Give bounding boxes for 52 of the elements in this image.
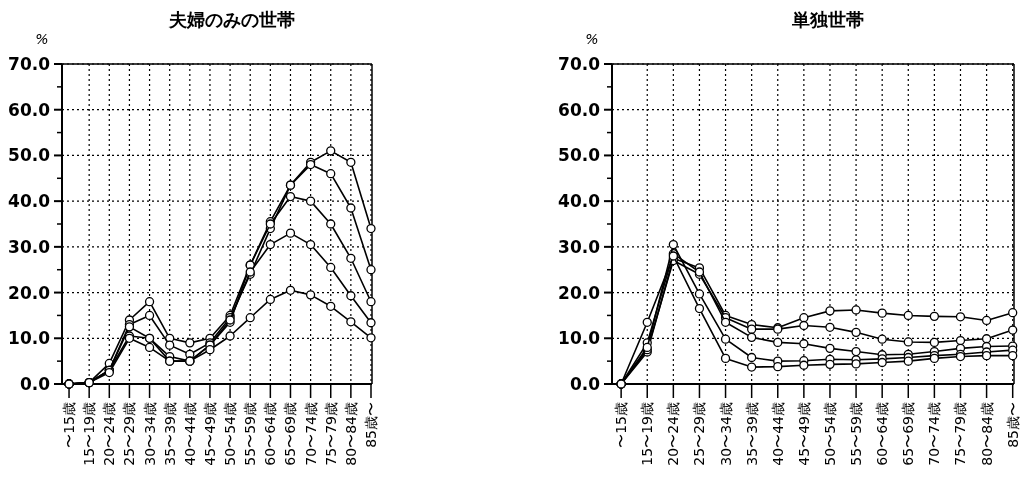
x-tick-label: 85歳〜 — [362, 402, 379, 448]
x-tick-label: 〜15歳 — [613, 402, 630, 448]
x-tick-label: 35〜39歳 — [743, 402, 760, 466]
x-tick-label: 20〜24歳 — [101, 402, 118, 466]
x-tick-label: 40〜44歳 — [769, 402, 786, 466]
x-tick-label: 55〜59歳 — [242, 402, 259, 466]
x-tick-label: 80〜84歳 — [342, 402, 359, 466]
x-tick-label: 30〜34歳 — [717, 402, 734, 466]
y-tick-label: 60.0 — [8, 99, 51, 120]
x-tick-label: 70〜74歳 — [302, 402, 319, 466]
y-axis-title: % — [585, 31, 599, 47]
x-tick-label: 50〜54歳 — [222, 402, 239, 466]
y-tick-label: 60.0 — [558, 99, 601, 120]
x-tick-label: 75〜79歳 — [952, 402, 969, 466]
chart-title: 単独世帯 — [791, 9, 864, 30]
x-tick-label: 15〜19歳 — [639, 402, 656, 466]
y-tick-label: 10.0 — [558, 328, 601, 349]
x-tick-label: 65〜69歳 — [282, 402, 299, 466]
x-tick-label: 60〜64歳 — [874, 402, 891, 466]
x-tick-label: 40〜44歳 — [181, 402, 198, 466]
y-tick-label: 70.0 — [558, 54, 601, 74]
chart-title: 夫婦のみの世帯 — [168, 9, 295, 30]
x-tick-label: 75〜79歳 — [322, 402, 339, 466]
y-tick-label: 30.0 — [558, 236, 601, 257]
y-tick-label: 20.0 — [8, 282, 51, 303]
x-tick-label: 15〜19歳 — [81, 402, 98, 466]
x-tick-label: 50〜54歳 — [821, 402, 838, 466]
y-tick-label: 70.0 — [8, 54, 51, 74]
x-tick-label: 60〜64歳 — [262, 402, 279, 466]
y-tick-label: 30.0 — [8, 236, 51, 257]
y-axis-title: % — [35, 31, 49, 47]
y-tick-label: 0.0 — [569, 374, 601, 394]
x-tick-label: 35〜39歳 — [161, 402, 178, 466]
y-tick-label: 50.0 — [8, 145, 51, 166]
x-tick-label: 55〜59歳 — [848, 402, 865, 466]
x-tick-label: 45〜49歳 — [795, 402, 812, 466]
y-tick-label: 0.0 — [19, 374, 51, 394]
x-tick-label: 80〜84歳 — [978, 402, 995, 466]
y-tick-label: 20.0 — [558, 282, 601, 303]
x-tick-label: 〜15歳 — [61, 402, 78, 448]
x-tick-label: 25〜29歳 — [691, 402, 708, 466]
x-tick-label: 70〜74歳 — [926, 402, 943, 466]
x-tick-label: 65〜69歳 — [900, 402, 917, 466]
x-tick-label: 85歳〜 — [1004, 402, 1021, 448]
y-tick-label: 40.0 — [8, 191, 51, 212]
y-tick-label: 50.0 — [558, 145, 601, 166]
x-tick-label: 20〜24歳 — [665, 402, 682, 466]
x-tick-label: 25〜29歳 — [121, 402, 138, 466]
y-tick-label: 10.0 — [8, 328, 51, 349]
x-tick-label: 45〜49歳 — [201, 402, 218, 466]
y-tick-label: 40.0 — [558, 191, 601, 212]
x-tick-label: 30〜34歳 — [141, 402, 158, 466]
